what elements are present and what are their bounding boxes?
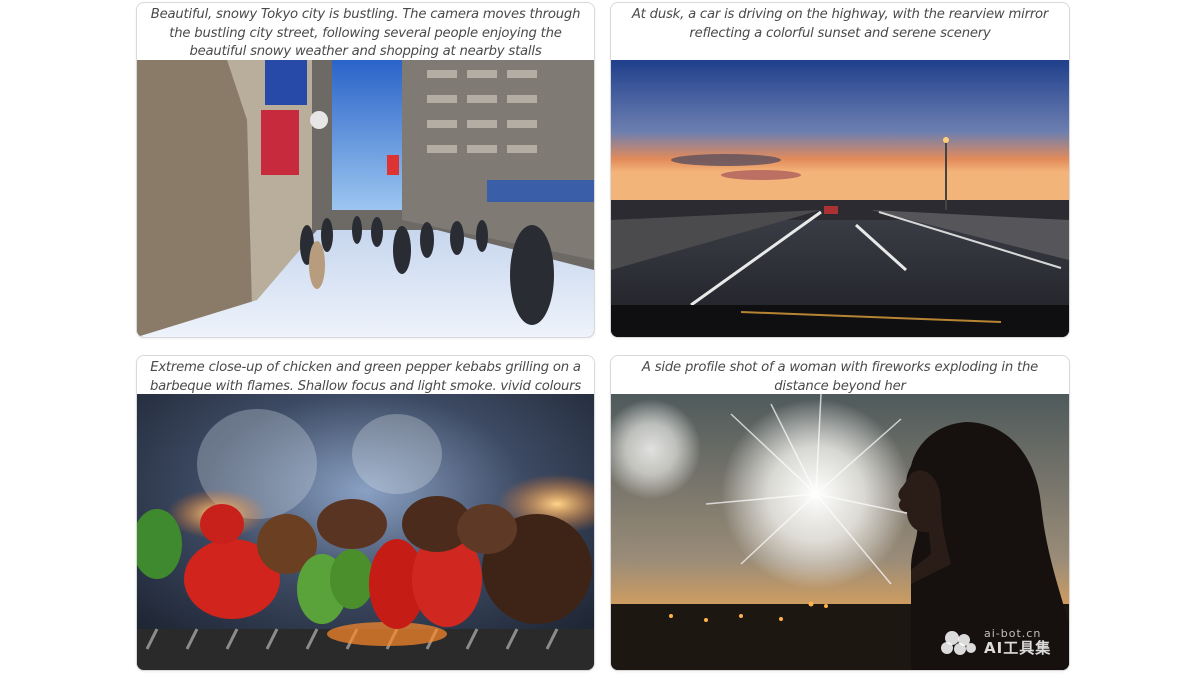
watermark: ai-bot.cn AI工具集: [938, 628, 1051, 656]
video-thumbnail-snowy-city[interactable]: [137, 60, 594, 337]
video-card-highway[interactable]: At dusk, a car is driving on the highway…: [610, 2, 1070, 338]
card-caption: Extreme close-up of chicken and green pe…: [149, 360, 582, 394]
card-caption: A side profile shot of a woman with fire…: [641, 360, 1039, 394]
video-card-kebab[interactable]: Extreme close-up of chicken and green pe…: [136, 355, 595, 671]
brain-logo-icon: [941, 631, 976, 655]
watermark-domain: ai-bot.cn: [984, 627, 1042, 640]
video-card-tokyo[interactable]: Beautiful, snowy Tokyo city is bustling.…: [136, 2, 595, 338]
video-thumbnail-kebab-grill[interactable]: [137, 394, 594, 670]
card-caption: Beautiful, snowy Tokyo city is bustling.…: [150, 7, 581, 59]
video-thumbnail-woman-fireworks[interactable]: [611, 394, 1069, 670]
video-card-fireworks[interactable]: A side profile shot of a woman with fire…: [610, 355, 1070, 671]
video-thumbnail-sunset-highway[interactable]: [611, 60, 1069, 337]
card-caption: At dusk, a car is driving on the highway…: [631, 7, 1049, 41]
watermark-name: AI工具集: [984, 639, 1052, 657]
